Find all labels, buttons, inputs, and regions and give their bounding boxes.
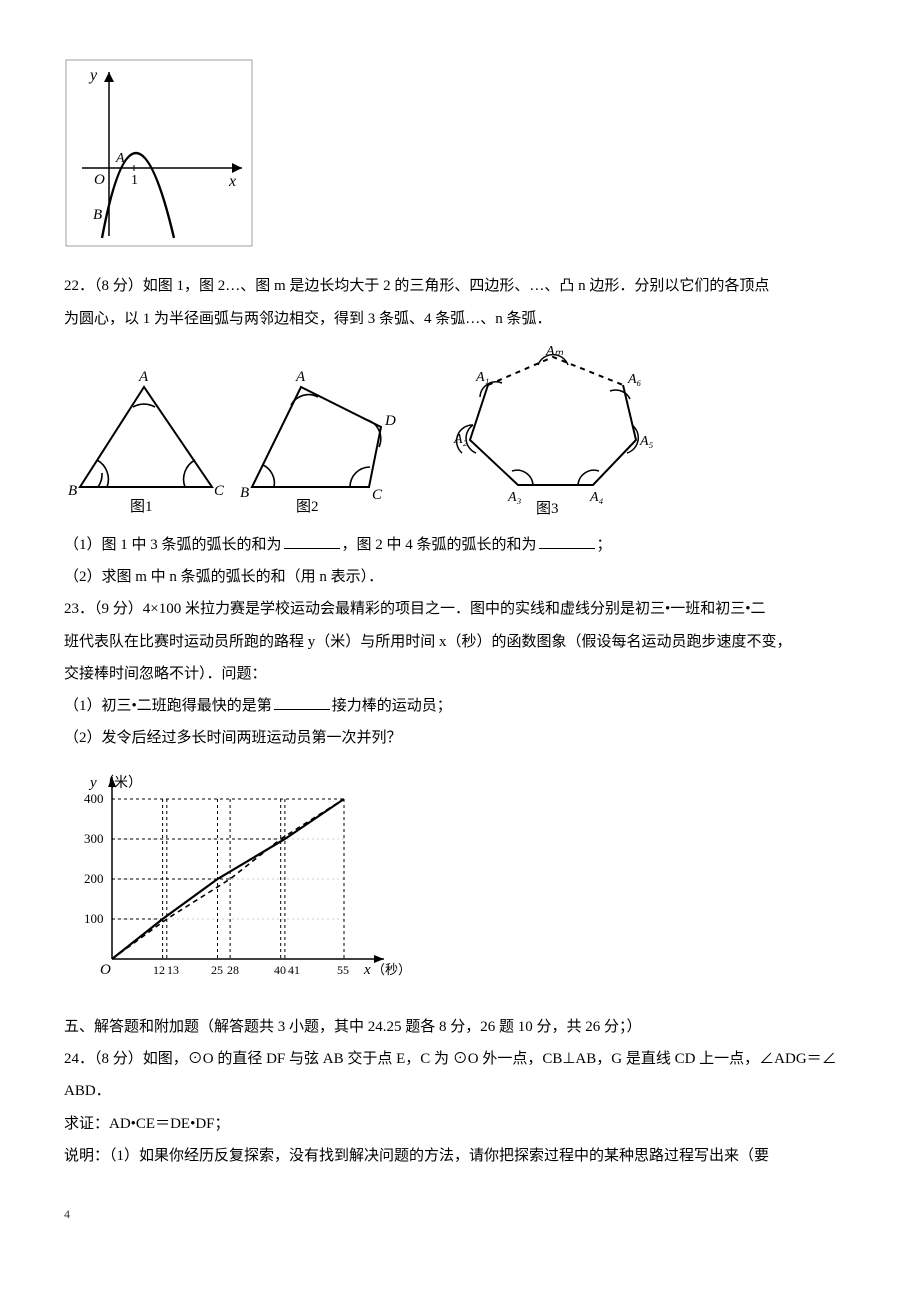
- q22-line2: 为圆心，以 1 为半径画弧与两邻边相交，得到 3 条弧、4 条弧…、n 条弧．: [64, 303, 856, 335]
- q24-line3: 求证：AD•CE＝DE•DF；: [64, 1108, 856, 1140]
- svg-text:55: 55: [337, 963, 349, 977]
- page-number: 4: [64, 1208, 856, 1220]
- svg-text:40: 40: [274, 963, 286, 977]
- svg-text:12: 12: [153, 963, 165, 977]
- q22-sub1: （1）图 1 中 3 条弧的弧长的和为，图 2 中 4 条弧的弧长的和为；: [64, 529, 856, 561]
- svg-text:25: 25: [211, 963, 223, 977]
- q23-line3: 交接棒时间忽略不计）．问题：: [64, 658, 856, 690]
- svg-text:400: 400: [84, 791, 104, 806]
- q22-sub2: （2）求图 m 中 n 条弧的弧长的和（用 n 表示）．: [64, 561, 856, 593]
- svg-text:A₅: A₅: [639, 434, 654, 449]
- svg-text:A₃: A₃: [507, 490, 522, 505]
- svg-text:A₆: A₆: [627, 372, 642, 387]
- section-5-header: 五、解答题和附加题（解答题共 3 小题，其中 24.25 题各 8 分，26 题…: [64, 1011, 856, 1043]
- svg-text:A₁: A₁: [475, 370, 489, 385]
- axis-y-label: y: [88, 67, 98, 84]
- svg-text:100: 100: [84, 911, 104, 926]
- svg-text:C: C: [372, 487, 383, 503]
- origin-label: O: [94, 172, 105, 188]
- axis-x-label: x: [228, 173, 236, 190]
- q23-sub1: （1）初三•二班跑得最快的是第接力棒的运动员；: [64, 690, 856, 722]
- svg-text:（秒）: （秒）: [372, 962, 404, 977]
- q22-line1: 22．（8 分）如图 1，图 2…、图 m 是边长均大于 2 的三角形、四边形、…: [64, 270, 856, 302]
- q23-chart: 100 200 300 400 y （米）: [64, 759, 856, 1001]
- q23-line1: 23．（9 分）4×100 米拉力赛是学校运动会最精彩的项目之一．图中的实线和虚…: [64, 593, 856, 625]
- svg-text:200: 200: [84, 871, 104, 886]
- svg-text:B: B: [240, 485, 249, 501]
- svg-text:Aₘ: Aₘ: [545, 345, 564, 359]
- q24-line2: ABD．: [64, 1075, 856, 1107]
- tick-1: 1: [131, 173, 138, 188]
- svg-text:41: 41: [288, 963, 300, 977]
- svg-text:图2: 图2: [296, 498, 319, 515]
- point-A: A: [115, 151, 125, 166]
- svg-text:x: x: [363, 962, 371, 978]
- fig1-svg: A B C 图1: [64, 365, 224, 515]
- q23-sub2: （2）发令后经过多长时间两班运动员第一次并列？: [64, 722, 856, 754]
- svg-text:y: y: [88, 775, 97, 791]
- svg-text:300: 300: [84, 831, 104, 846]
- svg-text:O: O: [100, 962, 111, 978]
- q22-figures: A B C 图1 A D C B 图2 Aₘ A₁ A₂ A₃ A: [64, 345, 856, 515]
- fig3-svg: Aₘ A₁ A₂ A₃ A₄ A₅ A₆ 图3: [418, 345, 658, 515]
- svg-text:A: A: [138, 369, 149, 385]
- svg-text:C: C: [214, 483, 224, 499]
- svg-text:A₄: A₄: [589, 490, 604, 505]
- svg-text:图1: 图1: [130, 498, 153, 515]
- q24-line1: 24．（8 分）如图，⊙O 的直径 DF 与弦 AB 交于点 E，C 为 ⊙O …: [64, 1043, 856, 1075]
- svg-text:B: B: [68, 483, 77, 499]
- q23-line2: 班代表队在比赛时运动员所跑的路程 y（米）与所用时间 x（秒）的函数图象（假设每…: [64, 626, 856, 658]
- svg-text:图3: 图3: [536, 500, 559, 515]
- point-B: B: [93, 207, 102, 223]
- svg-text:13: 13: [167, 963, 179, 977]
- svg-text:28: 28: [227, 963, 239, 977]
- svg-text:D: D: [384, 413, 396, 429]
- fig2-svg: A D C B 图2: [236, 365, 406, 515]
- q24-line4: 说明：（1）如果你经历反复探索，没有找到解决问题的方法，请你把探索过程中的某种思…: [64, 1140, 856, 1172]
- svg-text:（米）: （米）: [100, 775, 142, 791]
- q21-figure: y x O 1 A B: [64, 58, 856, 260]
- svg-text:A: A: [295, 369, 306, 385]
- svg-text:A₂: A₂: [453, 432, 468, 447]
